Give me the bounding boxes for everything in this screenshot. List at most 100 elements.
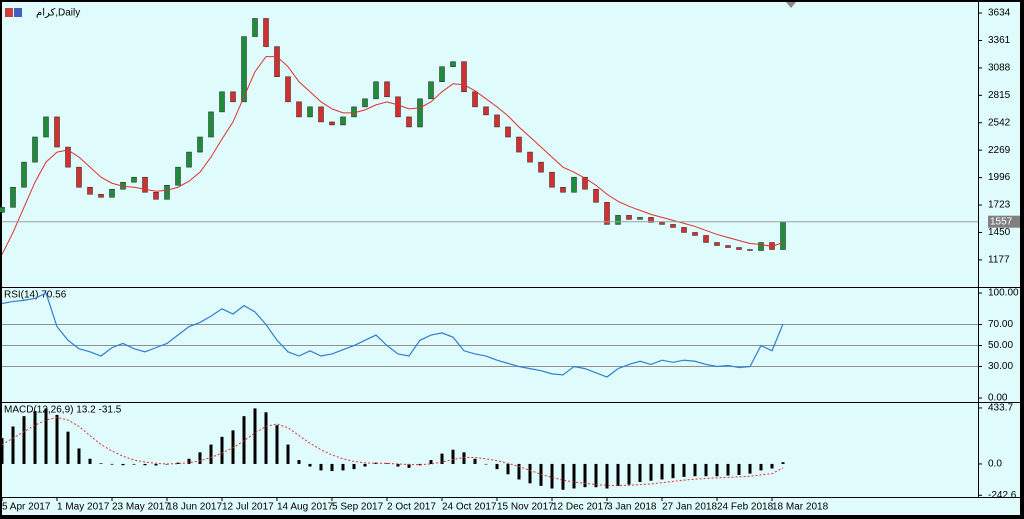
candle <box>197 136 203 153</box>
candle <box>417 98 423 128</box>
x-tick-label: 5 Apr 2017 <box>2 502 51 513</box>
candle <box>472 91 478 108</box>
y-tick-label: 2269 <box>988 145 1011 156</box>
macd-bar <box>319 463 323 471</box>
signal-line <box>1 416 784 487</box>
candle <box>307 106 313 118</box>
macd-bar <box>550 463 554 489</box>
candle <box>516 136 522 153</box>
macd-bar <box>374 462 378 464</box>
candle <box>659 222 665 225</box>
chart-icon <box>14 8 22 17</box>
macd-bar <box>704 463 708 477</box>
candle <box>461 61 467 93</box>
candle <box>527 151 533 163</box>
candle <box>230 91 236 103</box>
candle <box>252 18 258 37</box>
candle <box>560 186 566 193</box>
macd-bar <box>473 458 477 464</box>
macd-bar <box>440 453 444 464</box>
macd-bar <box>759 463 763 471</box>
x-tick-label: 24 Oct 2017 <box>442 502 497 513</box>
candle <box>76 166 82 188</box>
macd-bar <box>638 463 642 483</box>
candle <box>21 161 27 188</box>
y-tick-label: 1177 <box>988 255 1010 266</box>
candle <box>164 184 170 200</box>
macd-bar <box>341 463 345 471</box>
candle <box>340 116 346 126</box>
candle <box>318 106 324 123</box>
x-tick-label: 5 Sep 2017 <box>332 502 384 513</box>
macd-bar <box>627 463 631 485</box>
y-tick-label: 0.0 <box>988 459 1002 470</box>
candle <box>571 176 577 193</box>
candle <box>384 81 390 98</box>
candle <box>296 101 302 118</box>
y-tick-label: 70.00 <box>988 319 1013 330</box>
macd-bar <box>693 463 697 477</box>
candle <box>538 161 544 173</box>
candle <box>241 36 247 103</box>
candle <box>98 194 104 198</box>
macd-bar <box>99 463 103 464</box>
candle <box>362 98 368 108</box>
candle <box>10 186 16 208</box>
macd-bar <box>726 463 730 476</box>
macd-bar <box>297 460 301 464</box>
macd-bar <box>44 408 48 464</box>
macd-bar <box>0 438 4 464</box>
y-tick-label: 1996 <box>988 172 1011 183</box>
candle <box>747 249 753 251</box>
y-tick-label: 433.7 <box>988 403 1013 414</box>
macd-bar <box>539 463 543 486</box>
candle <box>131 176 137 183</box>
last-price-label: 1557 <box>990 216 1013 227</box>
macd-bar <box>517 463 521 480</box>
moving-average <box>1 56 784 255</box>
macd-bar <box>121 463 125 466</box>
candle <box>373 81 379 100</box>
y-tick-label: 0.00 <box>988 393 1008 404</box>
y-tick-label: 1450 <box>988 227 1011 238</box>
macd-bar <box>671 463 675 479</box>
x-tick-label: 2 Oct 2017 <box>387 502 436 513</box>
macd-bar <box>187 458 191 464</box>
macd-bar <box>451 449 455 464</box>
candle <box>219 91 225 113</box>
candle <box>274 46 280 77</box>
y-tick-label: 1723 <box>988 200 1011 211</box>
y-tick-label: 100.00 <box>988 288 1019 299</box>
y-tick-label: 30.00 <box>988 361 1013 372</box>
x-tick-label: 24 Feb 2018 <box>717 502 774 513</box>
candle <box>406 116 412 128</box>
macd-bar <box>286 444 290 464</box>
candle <box>186 151 192 168</box>
candle <box>736 247 742 250</box>
candle <box>494 114 500 128</box>
macd-bar <box>660 463 664 480</box>
rsi-line <box>1 292 784 378</box>
candle <box>329 121 335 126</box>
candle <box>208 111 214 138</box>
candle <box>725 245 731 248</box>
candle <box>483 106 489 116</box>
candle <box>428 81 434 100</box>
y-tick-label: 50.00 <box>988 340 1013 351</box>
macd-bar <box>748 463 752 474</box>
macd-title: MACD(12,26,9) 13.2 -31.5 <box>4 405 122 416</box>
macd-bar <box>275 425 279 464</box>
y-tick-label: -242.6 <box>988 490 1017 501</box>
macd-bar <box>253 408 257 464</box>
y-tick-label: 3361 <box>988 35 1011 46</box>
candle <box>626 215 632 220</box>
x-tick-label: 18 Jun 2017 <box>167 502 222 513</box>
x-tick-label: 15 Nov 2017 <box>497 502 554 513</box>
y-tick-label: 3088 <box>988 63 1011 74</box>
macd-bar <box>33 411 37 464</box>
y-tick-label: 3634 <box>988 8 1011 19</box>
macd-bar <box>396 463 400 467</box>
